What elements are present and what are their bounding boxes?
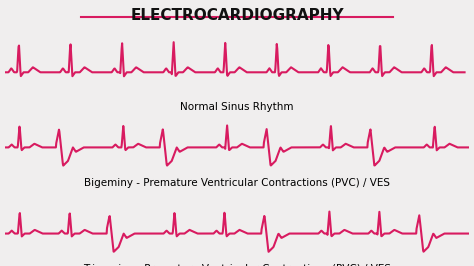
Text: Normal Sinus Rhythm: Normal Sinus Rhythm <box>180 102 294 112</box>
Text: ELECTROCARDIOGRAPHY: ELECTROCARDIOGRAPHY <box>130 8 344 23</box>
Text: Trigeminy - Premature Ventricular Contractions (PVC) / VES: Trigeminy - Premature Ventricular Contra… <box>83 264 391 266</box>
Text: Bigeminy - Premature Ventricular Contractions (PVC) / VES: Bigeminy - Premature Ventricular Contrac… <box>84 178 390 188</box>
